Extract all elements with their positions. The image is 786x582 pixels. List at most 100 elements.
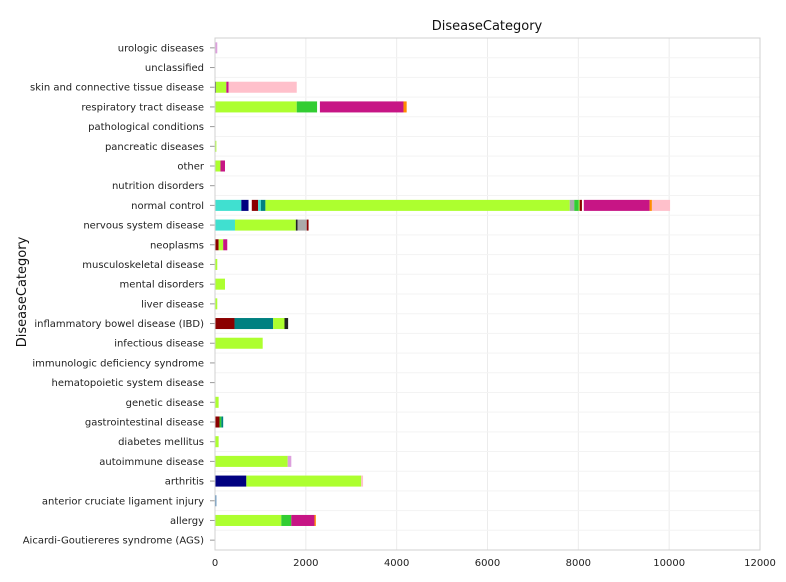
bar-segment-skin-and-connective-tissue-disease [228,81,297,93]
bar-segment-skin-and-connective-tissue-disease [215,81,227,93]
bar-segment-neoplasms [223,239,228,251]
bar-segment-neoplasms [215,239,219,251]
bar-segment-normal-control [651,199,671,211]
bar-segment-normal-control [260,199,266,211]
bar-segment-respiratory-tract-disease [296,101,318,113]
bars [215,42,671,526]
bar-segment-normal-control [265,199,570,211]
bar-segment-allergy [281,514,292,526]
bar-segment-arthritis [215,475,247,487]
category-labels: urologic diseases unclassified skin and co… [23,43,215,547]
bar-segment-normal-control [579,199,582,211]
bar-segment-gastrointestinal-disease [215,416,220,428]
bar-segment-normal-control [248,199,252,211]
bar-segment-respiratory-tract-disease [319,101,404,113]
x-tick-label: 10000 [653,558,685,569]
category-label: immunologic deficiency syndrome [32,358,204,369]
bar-segment-normal-control [578,199,580,211]
bar-segment-gastrointestinal-disease [219,416,222,428]
bar-segment-inflammatory-bowel-disease-ibd [215,318,235,330]
bar-segment-nervous-system-disease [306,219,309,231]
plot-frame [214,37,761,551]
bar-segment-arthritis [246,475,362,487]
category-label: respiratory tract disease [81,102,204,113]
bar-segment-liver-disease [215,298,218,310]
bar-segment-nervous-system-disease [215,219,235,231]
category-label: other [177,162,205,173]
bar-segment-other [215,160,221,172]
bar-segment-diabetes-mellitus [215,436,219,448]
bar-segment-genetic-disease [215,396,219,408]
bar-segment-normal-control [215,199,242,211]
bar-segment-allergy [291,514,315,526]
bar-segment-mental-disorders [215,278,225,290]
category-label: normal control [131,201,204,212]
bar-segment-nervous-system-disease [297,219,307,231]
bar-segment-skin-and-connective-tissue-disease [226,81,229,93]
bar-segment-autoimmune-disease [287,455,292,467]
category-label: unclassified [145,63,204,74]
x-tick-label: 6000 [475,558,500,569]
category-label: inflammatory bowel disease (IBD) [34,319,204,330]
bar-segment-normal-control [583,199,650,211]
bar-segment-infectious-disease [215,337,263,349]
bar-segment-anterior-cruciate-ligament-injury [215,495,217,507]
category-label: mental disorders [120,280,204,291]
x-tick-label: 0 [212,558,218,569]
x-tick-label: 12000 [744,558,776,569]
bar-segment-inflammatory-bowel-disease-ibd [284,318,289,330]
category-label: musculoskeletal disease [82,260,204,271]
bar-segment-normal-control [241,199,249,211]
category-label: pathological conditions [88,122,204,133]
bar-segment-neoplasms [218,239,224,251]
category-label: nervous system disease [83,221,204,232]
x-tick-label: 4000 [384,558,409,569]
bar-segment-respiratory-tract-disease [403,101,407,113]
x-tick-label: 2000 [293,558,318,569]
category-label: nutrition disorders [112,181,204,192]
category-label: arthritis [165,477,204,488]
bar-segment-respiratory-tract-disease [215,101,297,113]
bar-segment-normal-control [649,199,652,211]
category-label: hematopoietic system disease [52,378,204,389]
chart-title: DiseaseCategory [432,19,543,34]
bar-segment-allergy [215,514,282,526]
x-tick-labels: 0 2000 4000 6000 8000 10000 12000 [212,558,776,569]
category-label: Aicardi-Goutiereres syndrome (AGS) [23,536,204,547]
bar-segment-normal-control [251,199,259,211]
x-tick-label: 8000 [566,558,591,569]
bar-segment-other [220,160,225,172]
bar-segment-urologic-diseases [215,42,218,54]
bar-segment-inflammatory-bowel-disease-ibd [273,318,285,330]
category-label: skin and connective tissue disease [30,83,204,94]
category-label: autoimmune disease [99,457,204,468]
category-label: neoplasms [150,240,204,251]
bar-segment-normal-control [258,199,261,211]
bar-segment-pancreatic-diseases [215,140,217,152]
category-label: urologic diseases [118,43,204,54]
gridlines [214,37,761,551]
bar-segment-gastrointestinal-disease [221,416,224,428]
bar-segment-normal-control [569,199,575,211]
category-label: infectious disease [114,339,204,350]
bar-segment-inflammatory-bowel-disease-ibd [234,318,274,330]
category-label: pancreatic diseases [105,142,204,153]
category-label: anterior cruciate ligament injury [42,496,204,507]
bar-segment-musculoskeletal-disease [215,258,218,270]
category-label: genetic disease [126,398,204,409]
bar-segment-nervous-system-disease [295,219,298,231]
category-label: allergy [170,516,204,527]
bar-segment-respiratory-tract-disease [317,101,320,113]
bar-segment-normal-control [581,199,584,211]
category-label: diabetes mellitus [118,437,204,448]
bar-segment-normal-control [574,199,579,211]
bar-segment-arthritis [361,475,364,487]
category-label: gastrointestinal disease [85,418,204,429]
bar-segment-nervous-system-disease [234,219,296,231]
category-label: liver disease [141,299,204,310]
y-axis-title: DiseaseCategory [15,236,30,347]
bar-segment-autoimmune-disease [215,455,288,467]
bar-segment-allergy [314,514,316,526]
